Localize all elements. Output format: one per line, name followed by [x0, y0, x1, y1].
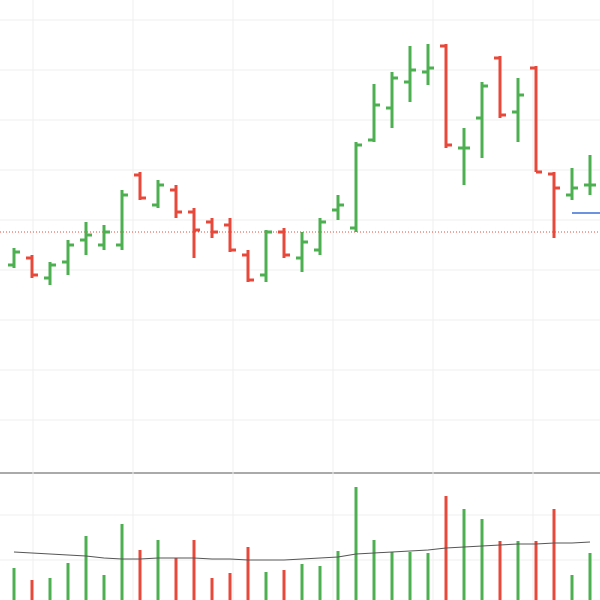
volume-ma-line — [13, 541, 591, 561]
